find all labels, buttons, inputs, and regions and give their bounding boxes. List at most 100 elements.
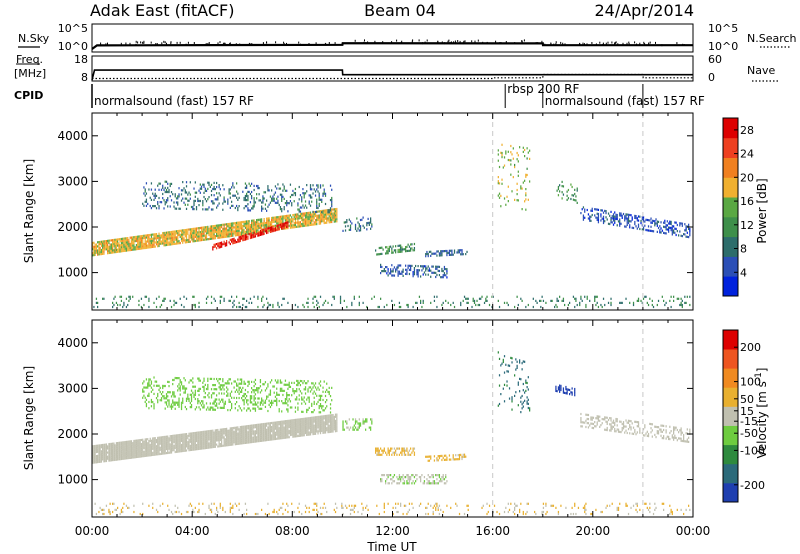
- range-gate-cell: [473, 301, 476, 304]
- range-gate-cell: [158, 446, 160, 450]
- range-gate-cell: [144, 188, 146, 191]
- nsky-point: [644, 43, 646, 46]
- range-gate-cell: [264, 422, 267, 425]
- range-gate-cell: [165, 233, 168, 236]
- range-gate-cell: [596, 216, 598, 219]
- range-gate-cell: [203, 185, 205, 188]
- range-gate-cell: [281, 217, 283, 220]
- range-gate-cell: [192, 377, 194, 380]
- range-gate-cell: [316, 214, 318, 217]
- range-gate-cell: [219, 224, 221, 227]
- range-gate-cell: [525, 192, 527, 195]
- range-gate-cell: [564, 303, 566, 307]
- range-gate-cell: [500, 194, 502, 197]
- range-gate-cell: [590, 219, 592, 222]
- range-gate-cell: [359, 227, 362, 230]
- range-gate-cell: [257, 184, 259, 188]
- range-gate-cell: [247, 230, 249, 233]
- range-gate-cell: [428, 269, 431, 272]
- range-gate-cell: [251, 234, 253, 237]
- range-gate-cell: [324, 221, 327, 224]
- range-gate-cell: [119, 449, 121, 453]
- range-gate-cell: [680, 222, 682, 225]
- range-gate-cell: [322, 419, 324, 422]
- range-gate-cell: [226, 442, 228, 445]
- range-gate-cell: [277, 218, 279, 221]
- range-gate-cell: [321, 429, 323, 432]
- range-gate-cell: [292, 425, 294, 428]
- range-gate-cell: [264, 428, 267, 432]
- range-gate-cell: [398, 250, 401, 253]
- range-gate-cell: [286, 218, 288, 222]
- range-gate-cell: [123, 303, 125, 307]
- range-gate-cell: [354, 227, 357, 231]
- range-gate-cell: [207, 181, 209, 184]
- range-gate-cell: [177, 385, 179, 388]
- range-gate-cell: [390, 270, 392, 273]
- range-gate-cell: [233, 230, 235, 233]
- range-gate-cell: [620, 214, 622, 217]
- range-gate-cell: [276, 226, 278, 229]
- range-gate-cell: [446, 251, 448, 255]
- range-gate-cell: [506, 301, 508, 304]
- range-gate-cell: [145, 444, 148, 447]
- range-gate-cell: [256, 438, 258, 441]
- range-gate-cell: [147, 444, 149, 447]
- range-gate-cell: [673, 299, 675, 302]
- range-gate-cell: [321, 198, 323, 201]
- range-gate-cell: [281, 210, 283, 213]
- range-gate-cell: [221, 444, 223, 448]
- range-gate-cell: [450, 303, 452, 307]
- range-gate-cell: [282, 426, 284, 429]
- range-gate-cell: [313, 432, 315, 435]
- range-gate-cell: [147, 236, 149, 239]
- range-gate-cell: [185, 439, 188, 442]
- range-gate-cell: [144, 194, 146, 197]
- range-gate-cell: [232, 240, 234, 243]
- range-gate-cell: [194, 433, 196, 437]
- range-gate-cell: [322, 429, 324, 432]
- range-gate-cell: [293, 421, 295, 424]
- range-gate-cell: [323, 301, 325, 304]
- range-gate-cell: [134, 246, 136, 249]
- range-gate-cell: [160, 393, 163, 396]
- range-gate-cell: [221, 434, 223, 437]
- range-gate-cell: [271, 199, 273, 202]
- range-gate-cell: [217, 226, 219, 229]
- range-gate-cell: [670, 295, 672, 298]
- range-gate-cell: [375, 249, 377, 252]
- range-gate-cell: [610, 217, 612, 220]
- range-gate-cell: [115, 450, 118, 453]
- range-gate-cell: [267, 205, 269, 208]
- range-gate-cell: [680, 234, 682, 237]
- range-gate-cell: [253, 219, 255, 222]
- range-gate-cell: [153, 445, 155, 448]
- range-gate-cell: [582, 218, 585, 221]
- range-gate-cell: [254, 227, 257, 230]
- range-gate-cell: [97, 241, 99, 244]
- range-gate-cell: [331, 220, 333, 224]
- velocity-cells: [92, 351, 691, 516]
- range-gate-cell: [294, 429, 297, 432]
- range-gate-cell: [298, 221, 300, 224]
- nsky-point: [676, 42, 678, 45]
- range-gate-cell: [144, 438, 146, 441]
- freq-line: [91, 69, 693, 81]
- range-gate-cell: [254, 436, 257, 439]
- range-gate-cell: [314, 221, 317, 224]
- range-gate-cell: [175, 436, 178, 439]
- range-gate-cell: [318, 417, 320, 420]
- range-gate-cell: [182, 231, 184, 234]
- range-gate-cell: [393, 249, 396, 252]
- nsky-point: [455, 42, 457, 45]
- range-gate-cell: [266, 227, 268, 230]
- range-gate-cell: [268, 438, 270, 441]
- range-gate-cell: [254, 434, 257, 437]
- range-gate-cell: [128, 446, 130, 449]
- range-gate-cell: [172, 443, 174, 446]
- range-gate-cell: [103, 242, 105, 245]
- range-gate-cell: [301, 430, 303, 433]
- range-gate-cell: [188, 445, 190, 448]
- range-gate-cell: [164, 242, 166, 245]
- range-gate-cell: [98, 452, 100, 455]
